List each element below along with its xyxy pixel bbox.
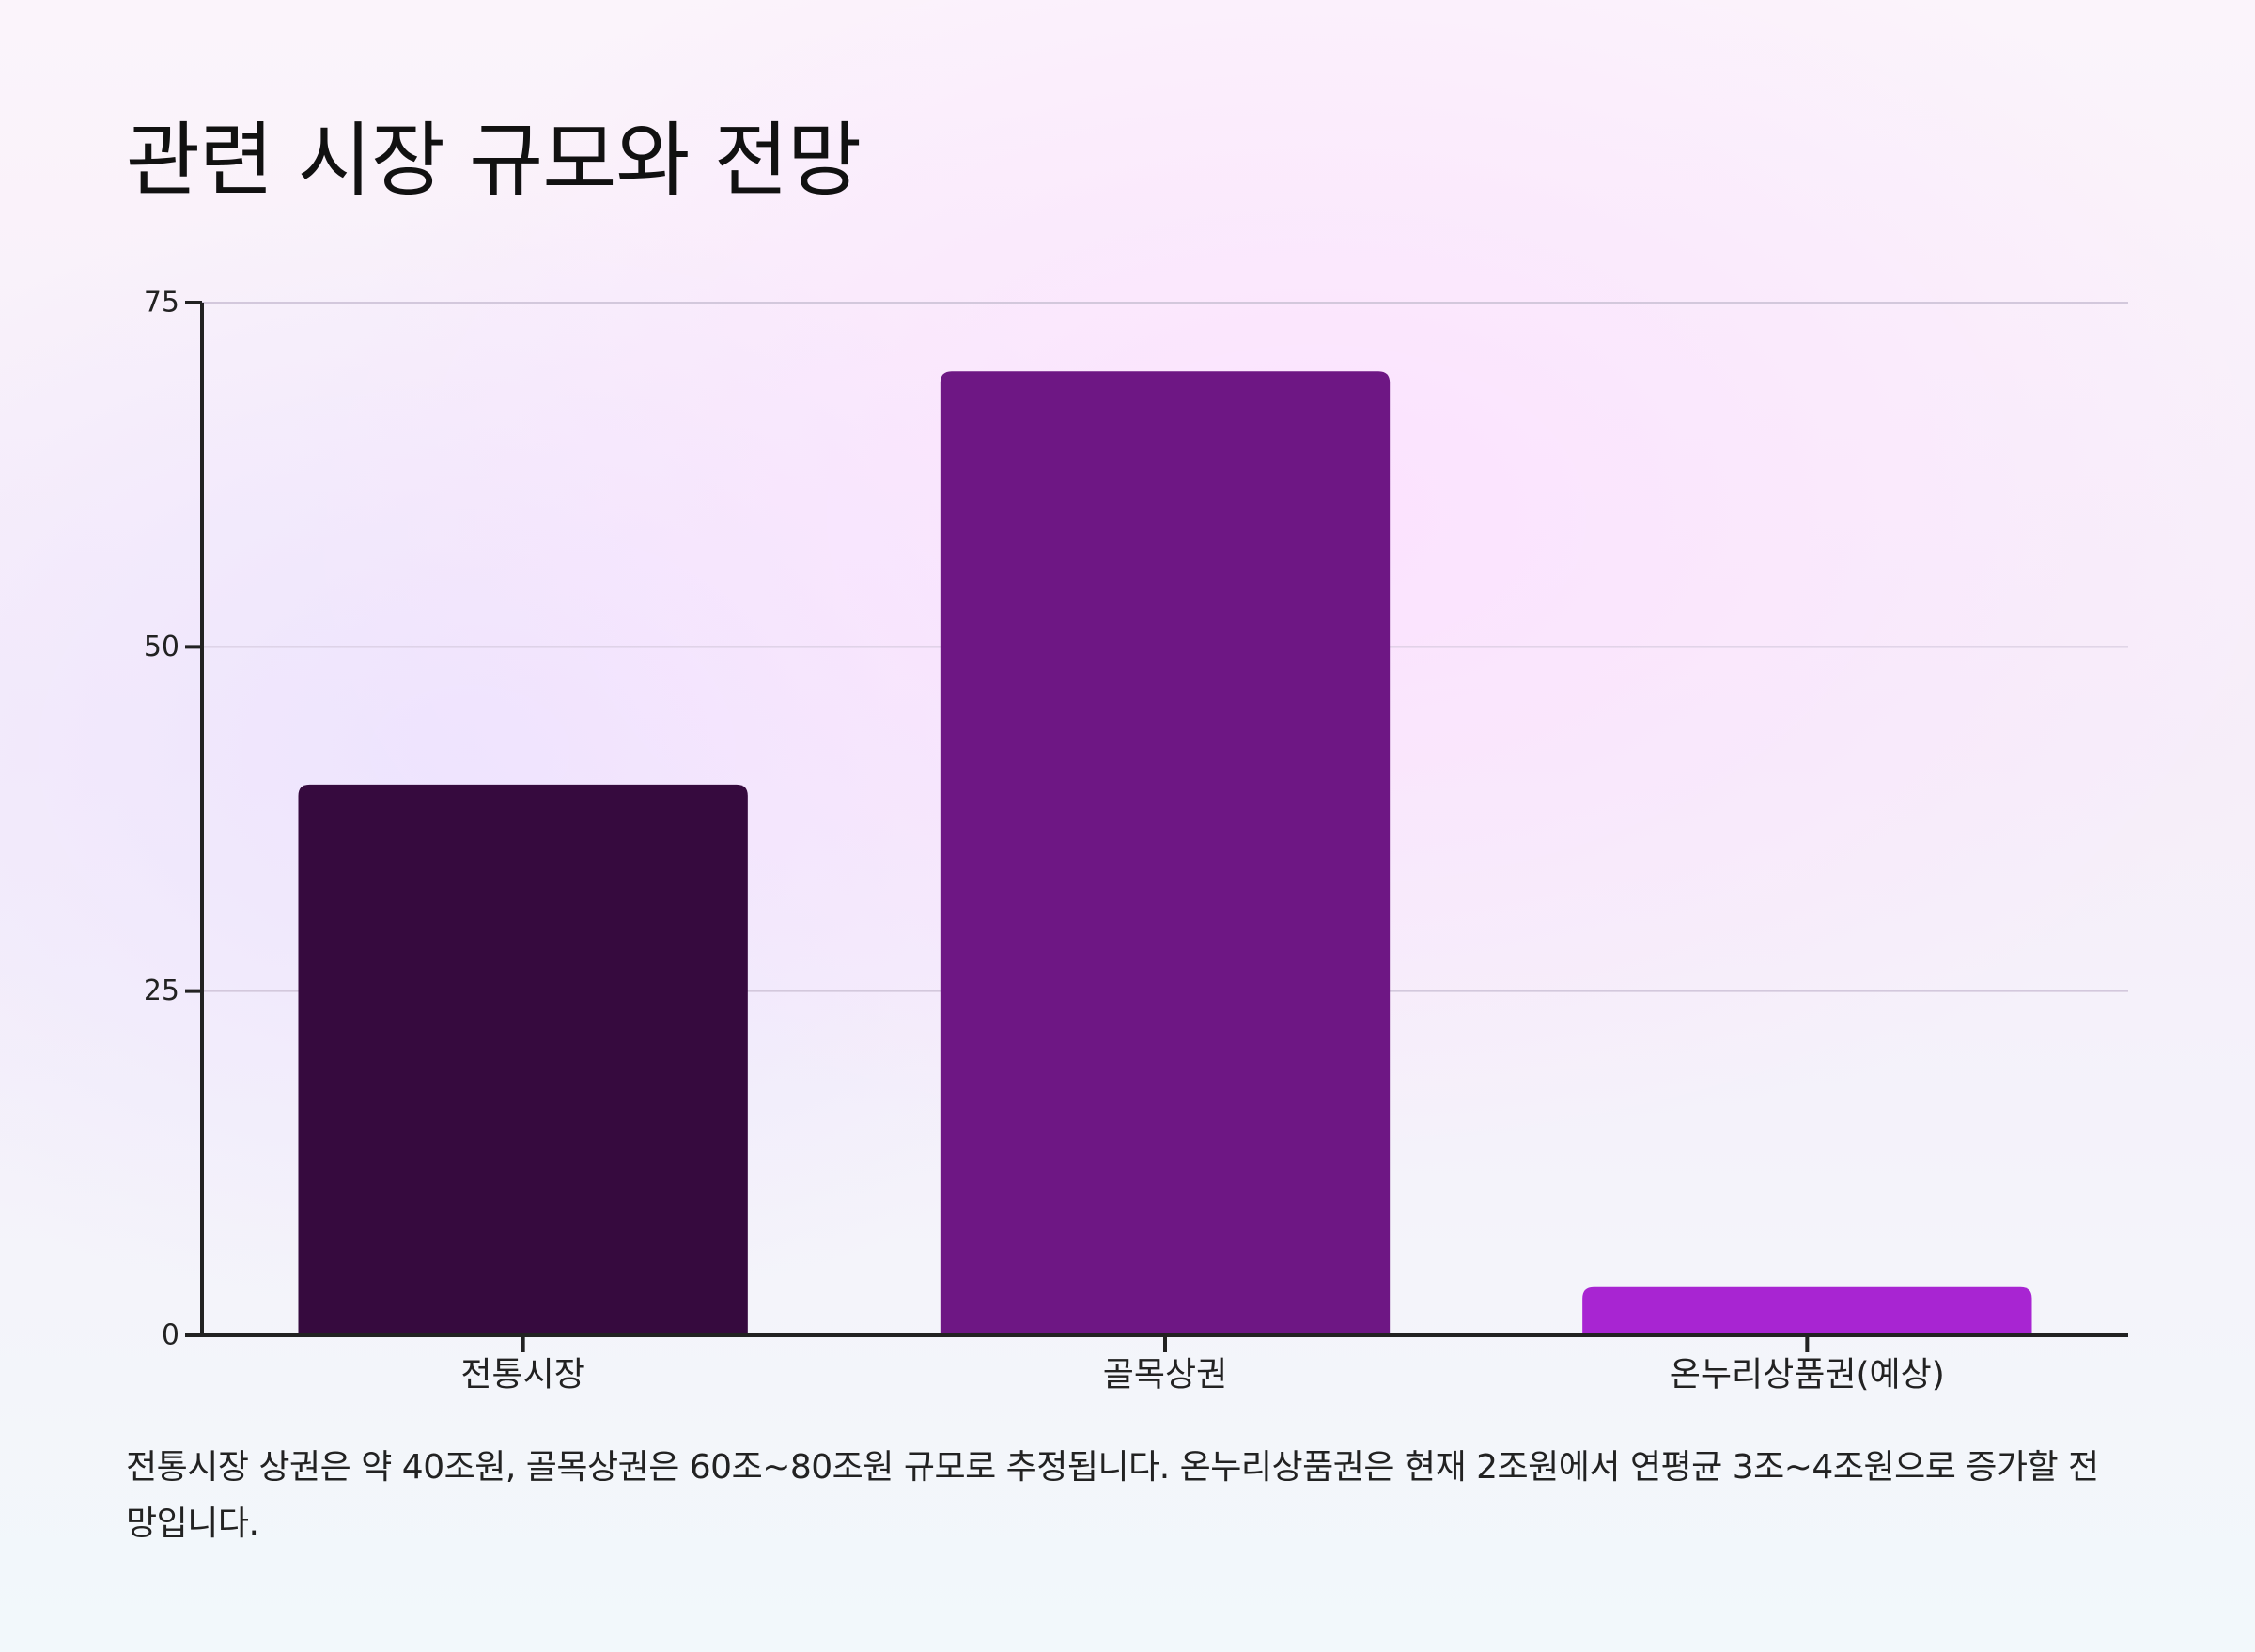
bar-2 (1582, 1286, 2032, 1335)
page-title: 관련 시장 규모와 전망 (126, 114, 862, 208)
x-tick-label-0: 전통시장 (460, 1356, 584, 1395)
bar-1 (940, 371, 1391, 1336)
y-tick-label-0: 0 (162, 1319, 179, 1352)
bars (298, 371, 2032, 1336)
axes (185, 301, 2128, 1352)
x-tick-label-2: 온누리상품권(예상) (1670, 1356, 1945, 1395)
y-tick-label-50: 50 (144, 631, 179, 663)
axis-labels: 0 25 50 75 전통시장 골목상권 온누리상품권(예상) (144, 287, 1945, 1395)
bar-chart-svg: 0 25 50 75 전통시장 골목상권 온누리상품권(예상) (144, 287, 2128, 1395)
bar-chart: 0 25 50 75 전통시장 골목상권 온누리상품권(예상) (144, 287, 2128, 1395)
chart-caption: 전통시장 상권은 약 40조원, 골목상권은 60조~80조원 규모로 추정됩니… (126, 1448, 2099, 1543)
y-tick-label-25: 25 (144, 974, 179, 1007)
y-tick-label-75: 75 (144, 287, 179, 319)
x-tick-label-1: 골목상권 (1103, 1356, 1227, 1395)
bar-0 (298, 784, 748, 1335)
